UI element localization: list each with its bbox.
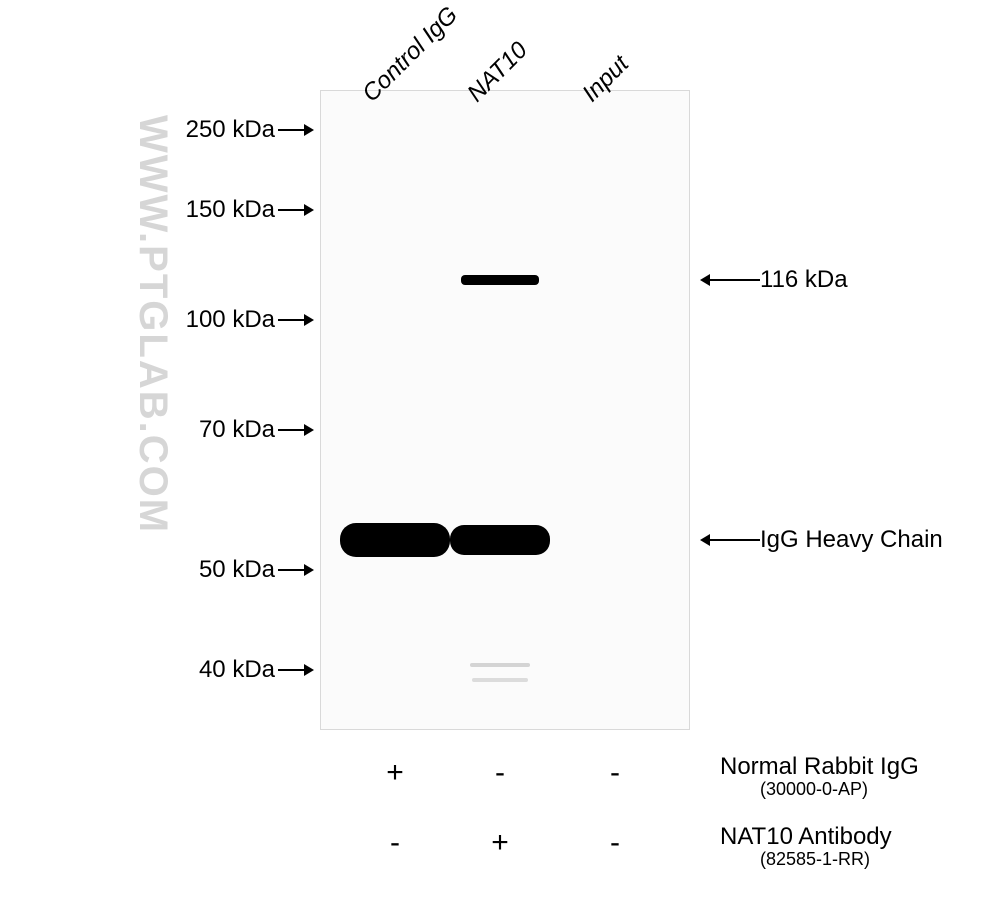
blot-membrane <box>320 90 690 730</box>
arrow-right-icon <box>278 662 314 678</box>
treatment-name: Normal Rabbit IgG <box>720 753 919 781</box>
arrow-right-icon <box>278 422 314 438</box>
treatment-symbol: - <box>595 826 635 860</box>
figure-stage: WWW.PTGLAB.COM250 kDa150 kDa100 kDa70 kD… <box>0 0 1000 903</box>
treatment-symbol: + <box>480 826 520 860</box>
arrow-right-icon <box>278 122 314 138</box>
mw-marker-label: 100 kDa <box>0 306 275 334</box>
mw-marker-label: 40 kDa <box>0 656 275 684</box>
mw-marker-label: 70 kDa <box>0 416 275 444</box>
treatment-symbol: - <box>595 756 635 790</box>
treatment-symbol: - <box>375 826 415 860</box>
band-annotation: 116 kDa <box>760 266 848 294</box>
treatment-symbol: - <box>480 756 520 790</box>
treatment-name: NAT10 Antibody <box>720 823 892 851</box>
treatment-catalog: (30000-0-AP) <box>760 779 868 800</box>
treatment-catalog: (82585-1-RR) <box>760 849 870 870</box>
arrow-left-icon <box>700 272 760 288</box>
mw-marker-label: 50 kDa <box>0 556 275 584</box>
arrow-left-icon <box>700 532 760 548</box>
band-annotation: IgG Heavy Chain <box>760 526 943 554</box>
blot-band <box>450 525 550 555</box>
treatment-symbol: + <box>375 756 415 790</box>
mw-marker-label: 150 kDa <box>0 196 275 224</box>
arrow-right-icon <box>278 562 314 578</box>
blot-band <box>461 275 539 285</box>
blot-band <box>340 523 450 557</box>
arrow-right-icon <box>278 312 314 328</box>
blot-band <box>472 678 528 682</box>
blot-band <box>470 663 530 667</box>
arrow-right-icon <box>278 202 314 218</box>
mw-marker-label: 250 kDa <box>0 116 275 144</box>
